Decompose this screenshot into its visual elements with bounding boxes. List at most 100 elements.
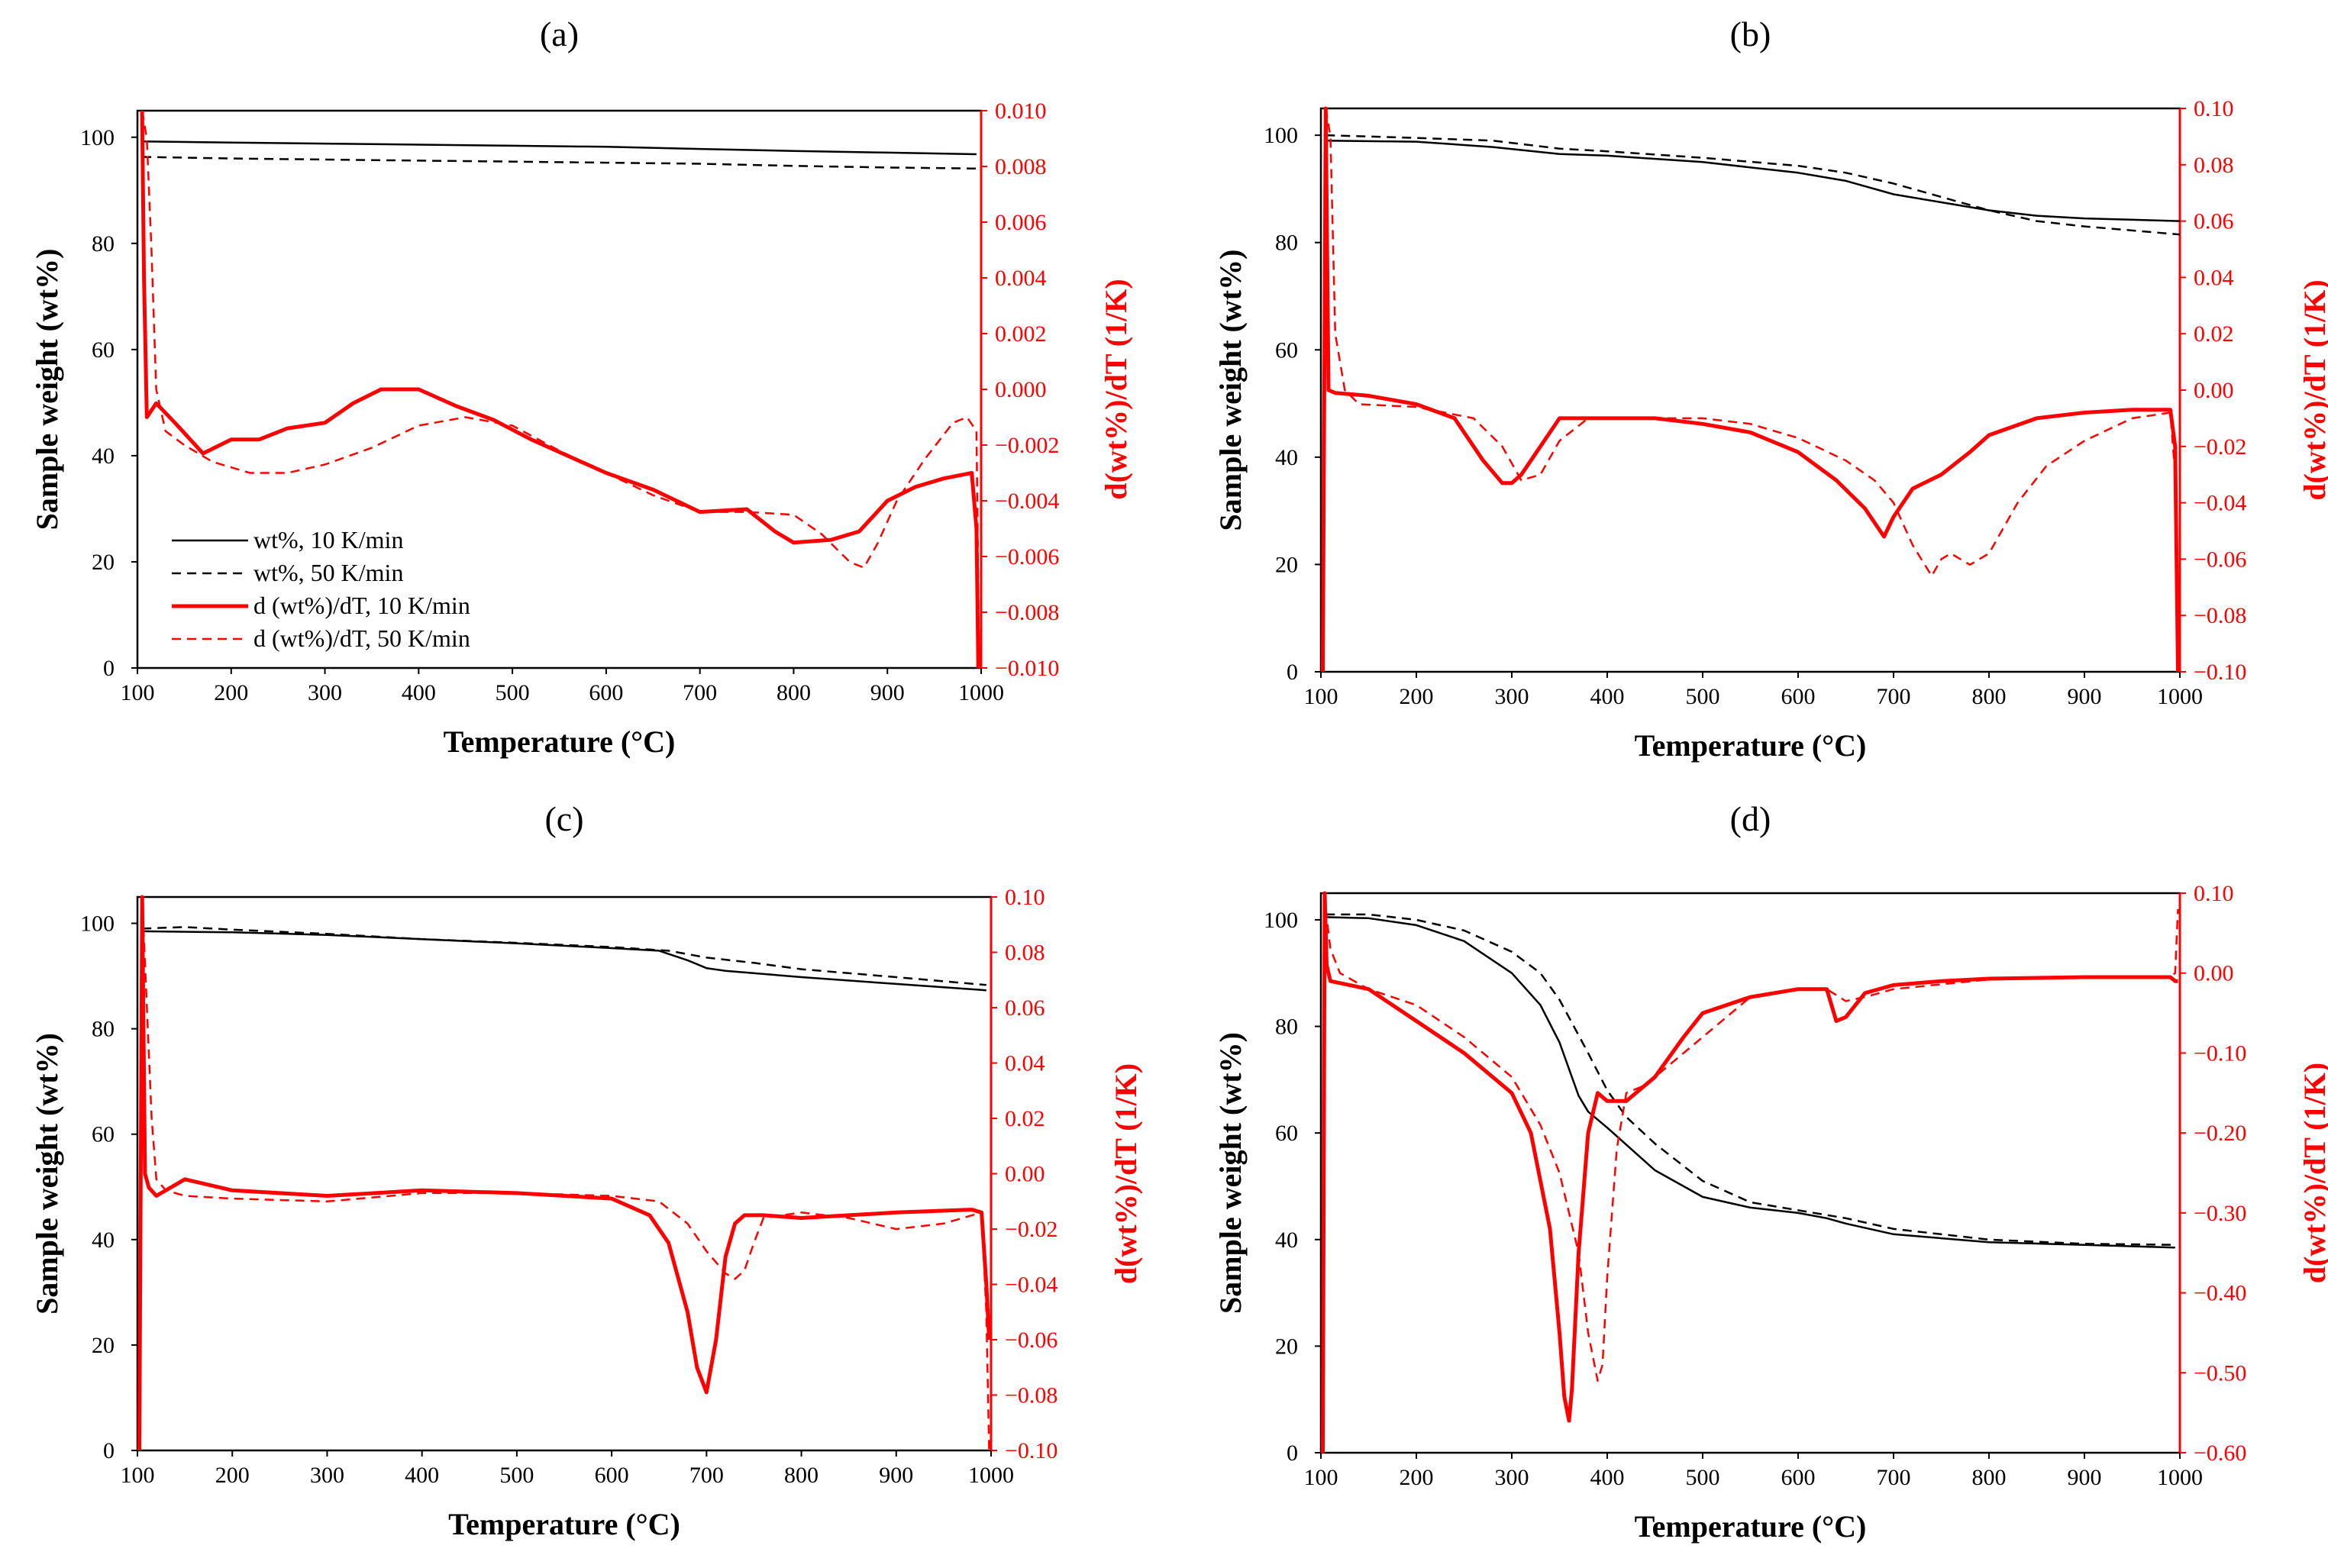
y-tick-label: 20: [92, 550, 115, 575]
series-line-d50: [140, 110, 980, 669]
y2-tick-label: −0.10: [1005, 1438, 1057, 1463]
x-tick-label: 300: [310, 1463, 344, 1488]
y-tick-label: 100: [1264, 123, 1298, 148]
x-tick-label: 700: [1877, 1465, 1911, 1490]
y-tick-label: 80: [92, 1017, 115, 1042]
y2-tick-label: 0.02: [1005, 1106, 1045, 1131]
x-tick-label: 600: [1781, 1465, 1816, 1490]
legend-label: d (wt%)/dT, 10 K/min: [253, 592, 470, 619]
x-tick-label: 100: [121, 1463, 155, 1488]
series-line-w50: [1325, 913, 2175, 1246]
series-line-d50: [1325, 908, 2179, 1382]
x-tick-label: 500: [1686, 1465, 1720, 1490]
x-tick-label: 700: [1877, 684, 1911, 709]
series-line-d10: [140, 110, 980, 669]
y-tick-label: 0: [103, 1438, 115, 1463]
y2-tick-label: −0.010: [995, 656, 1059, 681]
x-tick-label: 400: [1590, 684, 1625, 709]
series-line-w10: [1325, 139, 2181, 222]
y-tick-label: 0: [103, 656, 115, 681]
y-tick-label: 20: [1275, 552, 1298, 577]
y2-tick-label: −0.50: [2194, 1360, 2246, 1386]
x-tick-label: 500: [499, 1463, 534, 1488]
series-line-d10: [1321, 891, 2178, 1453]
x-tick-label: 1000: [2157, 1465, 2203, 1490]
legend-label: d (wt%)/dT, 50 K/min: [253, 624, 470, 652]
y2-tick-label: −0.08: [2194, 603, 2246, 628]
series-line-w50: [1325, 134, 2181, 236]
y-tick-label: 20: [92, 1333, 115, 1358]
y-tick-label: 100: [1264, 908, 1298, 933]
x-tick-label: 900: [870, 680, 905, 705]
y2-tick-label: −0.006: [995, 544, 1059, 569]
y2-tick-label: −0.20: [2194, 1121, 2246, 1146]
x-tick-label: 600: [595, 1463, 629, 1488]
y2-tick-label: 0.10: [2194, 881, 2234, 906]
y-tick-label: 40: [92, 1228, 115, 1253]
y2-tick-label: −0.08: [1005, 1383, 1057, 1408]
x-tick-label: 200: [215, 1463, 250, 1488]
x-tick-label: 1000: [968, 1463, 1014, 1488]
y2-tick-label: −0.04: [2194, 491, 2246, 516]
y2-tick-label: −0.30: [2194, 1201, 2246, 1226]
panel-label: (a): [540, 15, 579, 53]
y-tick-label: 40: [1275, 1228, 1298, 1253]
plot-frame: [1319, 107, 2181, 673]
x-tick-label: 100: [1304, 1465, 1338, 1490]
x-tick-label: 800: [777, 680, 811, 705]
series-line-w10: [142, 140, 977, 156]
y2-tick-label: −0.06: [2194, 547, 2246, 572]
x-tick-label: 900: [879, 1463, 913, 1488]
x-axis-title: Temperature (°C): [1635, 728, 1867, 763]
chart-panel: (a) 100 200 300 400 500 600 700 800 900 1000 0 20 40 6…: [30, 15, 1133, 759]
y2-tick-label: −0.004: [995, 489, 1059, 514]
y2-tick-label: 0.010: [995, 98, 1047, 124]
y2-axis-title: d(wt%)/dT (1/K): [2297, 279, 2328, 500]
x-tick-label: 600: [1781, 684, 1816, 709]
y-tick-label: 60: [1275, 337, 1298, 363]
y-tick-label: 80: [1275, 1015, 1298, 1040]
x-tick-label: 800: [784, 1463, 819, 1488]
series-line-d10: [137, 895, 991, 1451]
y-tick-label: 40: [1275, 445, 1298, 470]
y2-tick-label: 0.008: [995, 154, 1047, 179]
series-line-d50: [140, 896, 990, 1451]
x-tick-label: 1000: [958, 680, 1004, 705]
x-tick-label: 400: [405, 1463, 439, 1488]
x-tick-label: 200: [214, 680, 248, 705]
y2-tick-label: 0.10: [2194, 96, 2234, 121]
y2-tick-label: −0.02: [2194, 434, 2246, 460]
y-tick-label: 100: [80, 125, 115, 150]
y2-tick-label: 0.10: [1005, 885, 1045, 910]
y2-axis-title: d(wt%)/dT (1/K): [2297, 1063, 2328, 1283]
y-axis-title: Sample weight (wt%): [1213, 1032, 1248, 1314]
y-tick-label: 60: [1275, 1121, 1298, 1146]
y2-tick-label: −0.04: [1005, 1273, 1057, 1298]
series-line-w10: [142, 930, 986, 992]
y2-tick-label: 0.06: [2194, 209, 2234, 234]
plot-frame: [136, 895, 993, 1452]
y2-tick-label: 0.02: [2194, 321, 2234, 347]
y-tick-label: 100: [80, 911, 115, 937]
legend: wt%, 10 K/min wt%, 50 K/min d (wt%)/dT, 10…: [172, 526, 470, 652]
y2-tick-label: 0.004: [995, 266, 1047, 291]
x-tick-label: 200: [1400, 1465, 1434, 1490]
y2-tick-label: 0.08: [1005, 940, 1045, 966]
x-axis-title: Temperature (°C): [1635, 1509, 1867, 1544]
x-axis-title: Temperature (°C): [444, 724, 676, 759]
x-tick-label: 300: [1495, 684, 1529, 709]
y2-tick-label: 0.04: [1005, 1051, 1045, 1076]
x-tick-label: 1000: [2157, 684, 2203, 709]
panel-label: (d): [1730, 799, 1771, 838]
y2-tick-label: 0.000: [995, 377, 1047, 402]
y2-tick-label: 0.00: [2194, 378, 2234, 403]
legend-label: wt%, 50 K/min: [253, 559, 403, 586]
y-tick-label: 0: [1287, 660, 1298, 685]
chart-panel: (d) 100 200 300 400 500 600 700 800 900 1000 0 20 40 6…: [1213, 799, 2328, 1544]
series-line-d50: [1325, 108, 2179, 673]
y2-axis-title: d(wt%)/dT (1/K): [1099, 279, 1133, 499]
y2-tick-label: 0.002: [995, 321, 1047, 347]
y2-tick-label: −0.002: [995, 433, 1059, 458]
x-tick-label: 300: [308, 680, 342, 705]
